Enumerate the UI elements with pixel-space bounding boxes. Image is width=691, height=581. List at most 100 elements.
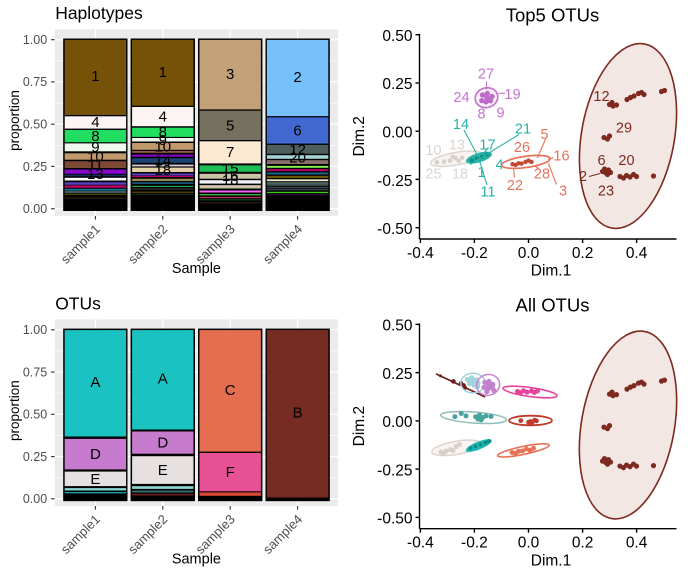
svg-text:Haplotypes: Haplotypes — [55, 3, 143, 23]
svg-text:6: 6 — [597, 153, 605, 169]
svg-text:4: 4 — [91, 114, 99, 131]
svg-text:8: 8 — [159, 124, 167, 141]
svg-text:0.4: 0.4 — [626, 535, 648, 552]
svg-text:20: 20 — [618, 153, 634, 169]
svg-text:9: 9 — [91, 139, 99, 156]
svg-text:2: 2 — [579, 169, 587, 185]
svg-text:0.25: 0.25 — [382, 76, 412, 93]
svg-text:-0.2: -0.2 — [461, 535, 488, 552]
svg-text:27: 27 — [478, 67, 494, 83]
svg-text:19: 19 — [504, 87, 520, 103]
svg-text:14: 14 — [453, 117, 469, 133]
svg-text:14: 14 — [154, 153, 171, 170]
svg-text:B: B — [293, 405, 303, 422]
svg-text:F: F — [226, 464, 235, 481]
svg-text:4: 4 — [495, 158, 503, 174]
svg-text:1: 1 — [91, 68, 99, 85]
svg-text:18: 18 — [452, 167, 468, 183]
svg-text:5: 5 — [226, 118, 234, 135]
svg-text:0.2: 0.2 — [572, 535, 594, 552]
svg-text:7: 7 — [226, 144, 234, 161]
svg-text:0.00: 0.00 — [23, 492, 47, 506]
svg-text:A: A — [90, 374, 100, 391]
svg-text:Dim.2: Dim.2 — [351, 116, 368, 156]
svg-text:-0.50: -0.50 — [377, 511, 413, 528]
svg-text:0.50: 0.50 — [23, 408, 47, 422]
svg-text:0.25: 0.25 — [23, 450, 47, 464]
svg-text:10: 10 — [154, 139, 171, 156]
svg-text:22: 22 — [507, 178, 523, 194]
svg-text:0.25: 0.25 — [382, 366, 412, 383]
svg-text:Top5 OTUs: Top5 OTUs — [506, 5, 600, 26]
svg-text:Sample: Sample — [172, 551, 221, 567]
svg-text:0.00: 0.00 — [382, 414, 413, 431]
svg-text:E: E — [90, 471, 100, 488]
svg-text:0.00: 0.00 — [23, 202, 47, 216]
svg-text:16: 16 — [222, 168, 239, 185]
svg-text:0.4: 0.4 — [626, 245, 648, 262]
svg-text:Dim.1: Dim.1 — [531, 263, 571, 280]
svg-text:1: 1 — [477, 165, 485, 181]
svg-text:0.00: 0.00 — [382, 125, 413, 142]
svg-text:11: 11 — [88, 157, 104, 174]
svg-text:6: 6 — [293, 123, 301, 140]
svg-text:0.75: 0.75 — [23, 365, 47, 379]
svg-text:13: 13 — [87, 166, 104, 183]
svg-text:8: 8 — [477, 107, 485, 123]
svg-text:0.50: 0.50 — [382, 28, 413, 45]
svg-text:9: 9 — [496, 106, 504, 122]
svg-text:12: 12 — [289, 142, 306, 159]
svg-text:15: 15 — [222, 161, 239, 178]
svg-text:16: 16 — [553, 149, 569, 165]
svg-text:C: C — [225, 382, 236, 399]
svg-text:-0.4: -0.4 — [407, 535, 434, 552]
svg-text:0.75: 0.75 — [23, 75, 47, 89]
svg-text:24: 24 — [453, 90, 469, 106]
svg-text:26: 26 — [514, 140, 530, 156]
svg-text:18: 18 — [222, 172, 239, 189]
svg-text:E: E — [158, 462, 168, 479]
svg-text:3: 3 — [226, 66, 234, 83]
svg-text:Sample: Sample — [172, 261, 221, 277]
svg-text:All OTUs: All OTUs — [516, 294, 590, 315]
svg-text:21: 21 — [515, 122, 531, 138]
svg-text:-0.2: -0.2 — [461, 245, 488, 262]
svg-text:Dim.1: Dim.1 — [531, 552, 571, 569]
svg-text:13: 13 — [449, 138, 465, 154]
svg-text:0.50: 0.50 — [23, 118, 47, 132]
svg-text:11: 11 — [480, 185, 495, 201]
svg-text:0.2: 0.2 — [572, 245, 594, 262]
svg-text:0.50: 0.50 — [382, 318, 413, 335]
svg-text:28: 28 — [534, 167, 550, 183]
svg-text:23: 23 — [598, 184, 614, 200]
svg-text:-0.25: -0.25 — [377, 462, 412, 479]
svg-text:Dim.2: Dim.2 — [351, 406, 368, 446]
svg-text:D: D — [90, 446, 101, 463]
svg-text:0.25: 0.25 — [23, 160, 47, 174]
svg-text:OTUs: OTUs — [55, 293, 101, 313]
svg-text:D: D — [157, 435, 168, 452]
svg-text:17: 17 — [479, 138, 495, 154]
svg-text:1.00: 1.00 — [23, 33, 47, 47]
svg-text:10: 10 — [87, 149, 104, 166]
svg-text:2: 2 — [293, 69, 301, 86]
svg-text:1.00: 1.00 — [23, 323, 47, 337]
svg-text:proportion: proportion — [7, 90, 22, 151]
svg-text:20: 20 — [289, 150, 306, 167]
svg-text:9: 9 — [159, 132, 167, 149]
svg-text:0.0: 0.0 — [518, 535, 540, 552]
svg-text:5: 5 — [540, 127, 548, 143]
svg-text:25: 25 — [425, 167, 441, 183]
svg-text:-0.4: -0.4 — [407, 245, 434, 262]
svg-text:0.0: 0.0 — [518, 245, 540, 262]
svg-text:10: 10 — [425, 143, 441, 159]
svg-text:18: 18 — [154, 162, 171, 179]
svg-text:4: 4 — [159, 109, 167, 126]
svg-text:-0.25: -0.25 — [377, 173, 412, 190]
svg-text:proportion: proportion — [7, 380, 22, 441]
svg-text:8: 8 — [91, 128, 99, 145]
svg-text:A: A — [158, 371, 168, 388]
svg-text:12: 12 — [593, 89, 609, 105]
svg-text:29: 29 — [616, 121, 632, 137]
svg-text:-0.50: -0.50 — [377, 221, 413, 238]
